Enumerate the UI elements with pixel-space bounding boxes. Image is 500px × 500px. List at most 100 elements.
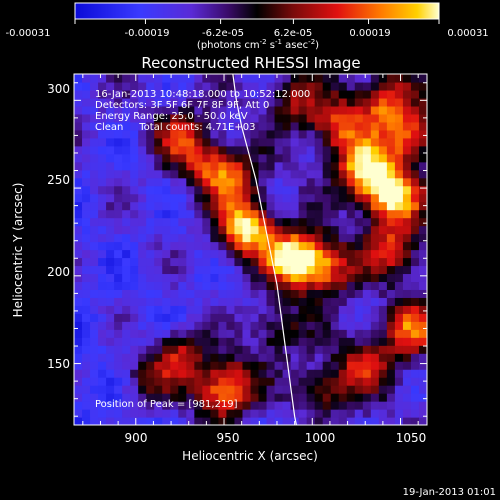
- heatmap-cell: [410, 273, 420, 283]
- heatmap-cell: [346, 305, 356, 314]
- heatmap-cell: [386, 209, 396, 219]
- heatmap-cell: [74, 145, 83, 155]
- heatmap-cell: [402, 74, 412, 83]
- heatmap-cell: [186, 417, 195, 425]
- heatmap-cell: [202, 105, 211, 115]
- heatmap-cell: [226, 329, 236, 338]
- heatmap-cell: [234, 81, 244, 91]
- heatmap-cell: [402, 345, 412, 354]
- heatmap-cell: [362, 209, 372, 219]
- heatmap-cell: [314, 353, 324, 362]
- heatmap-cell: [402, 81, 412, 91]
- heatmap-cell: [202, 361, 211, 370]
- heatmap-cell: [82, 249, 91, 259]
- heatmap-cell: [114, 233, 123, 243]
- heatmap-cell: [74, 225, 83, 235]
- heatmap-cell: [226, 321, 236, 330]
- heatmap-cell: [170, 169, 179, 179]
- heatmap-cell: [218, 161, 228, 171]
- heatmap-cell: [154, 185, 163, 195]
- heatmap-cell: [274, 401, 284, 410]
- heatmap-cell: [186, 97, 195, 107]
- heatmap-cell: [290, 369, 300, 378]
- heatmap-cell: [298, 169, 308, 179]
- heatmap-cell: [282, 177, 292, 187]
- heatmap-cell: [370, 401, 380, 410]
- heatmap-cell: [194, 313, 203, 322]
- heatmap-cell: [346, 297, 356, 306]
- heatmap-cell: [146, 241, 155, 251]
- heatmap-cell: [402, 409, 412, 418]
- heatmap-cell: [274, 81, 284, 91]
- heatmap-cell: [130, 241, 139, 251]
- heatmap-cell: [242, 345, 252, 354]
- heatmap-cell: [370, 153, 380, 163]
- heatmap-cell: [74, 361, 83, 370]
- heatmap-cell: [354, 233, 364, 243]
- heatmap-cell: [122, 161, 131, 171]
- heatmap-cell: [290, 385, 300, 394]
- heatmap-cell: [146, 281, 155, 290]
- heatmap-cell: [106, 377, 115, 386]
- heatmap-cell: [298, 417, 308, 425]
- heatmap-cell: [306, 105, 316, 115]
- heatmap-cell: [354, 417, 364, 425]
- heatmap-cell: [154, 105, 163, 115]
- heatmap-cell: [250, 74, 260, 83]
- heatmap-cell: [346, 417, 356, 425]
- heatmap-cell: [330, 313, 340, 322]
- heatmap-cell: [202, 393, 211, 402]
- heatmap-cell: [210, 297, 220, 306]
- heatmap-cell: [354, 74, 364, 83]
- heatmap-cell: [314, 89, 324, 99]
- heatmap-cell: [290, 225, 300, 235]
- heatmap-cell: [258, 361, 268, 370]
- heatmap-cell: [338, 273, 348, 283]
- heatmap-cell: [378, 361, 388, 370]
- heatmap-cell: [170, 137, 179, 147]
- heatmap-cell: [226, 345, 236, 354]
- heatmap-cell: [114, 137, 123, 147]
- heatmap-cell: [386, 297, 396, 306]
- heatmap-cell: [394, 145, 404, 155]
- heatmap-cell: [330, 393, 340, 402]
- heatmap-cell: [130, 233, 139, 243]
- heatmap-cell: [402, 289, 412, 298]
- heatmap-cell: [186, 313, 195, 322]
- heatmap-cell: [282, 329, 292, 338]
- heatmap-cell: [258, 385, 268, 394]
- heatmap-cell: [386, 305, 396, 314]
- heatmap-cell: [74, 97, 83, 107]
- heatmap-cell: [394, 121, 404, 131]
- heatmap-cell: [242, 273, 252, 283]
- heatmap-cell: [354, 241, 364, 251]
- heatmap-cell: [330, 409, 340, 418]
- heatmap-cell: [90, 81, 99, 91]
- heatmap-cell: [98, 377, 107, 386]
- heatmap-cell: [186, 297, 195, 306]
- heatmap-cell: [90, 345, 99, 354]
- heatmap-cell: [162, 361, 171, 370]
- heatmap-cell: [162, 401, 171, 410]
- heatmap-cell: [226, 249, 236, 259]
- heatmap-cell: [314, 137, 324, 147]
- heatmap-cell: [202, 185, 211, 195]
- heatmap-cell: [98, 177, 107, 187]
- heatmap-cell: [362, 281, 372, 290]
- heatmap-cell: [242, 74, 252, 83]
- heatmap-cell: [258, 113, 268, 123]
- heatmap-cell: [114, 313, 123, 322]
- heatmap-cell: [178, 385, 187, 394]
- heatmap-cell: [194, 81, 203, 91]
- heatmap-cell: [386, 185, 396, 195]
- heatmap-cell: [282, 409, 292, 418]
- heatmap-cell: [202, 201, 211, 211]
- heatmap-cell: [146, 129, 155, 139]
- heatmap-cell: [410, 281, 420, 290]
- heatmap-cell: [354, 305, 364, 314]
- heatmap-cell: [82, 417, 91, 425]
- heatmap-cell: [226, 74, 236, 83]
- heatmap-cell: [362, 417, 372, 425]
- heatmap-cell: [290, 409, 300, 418]
